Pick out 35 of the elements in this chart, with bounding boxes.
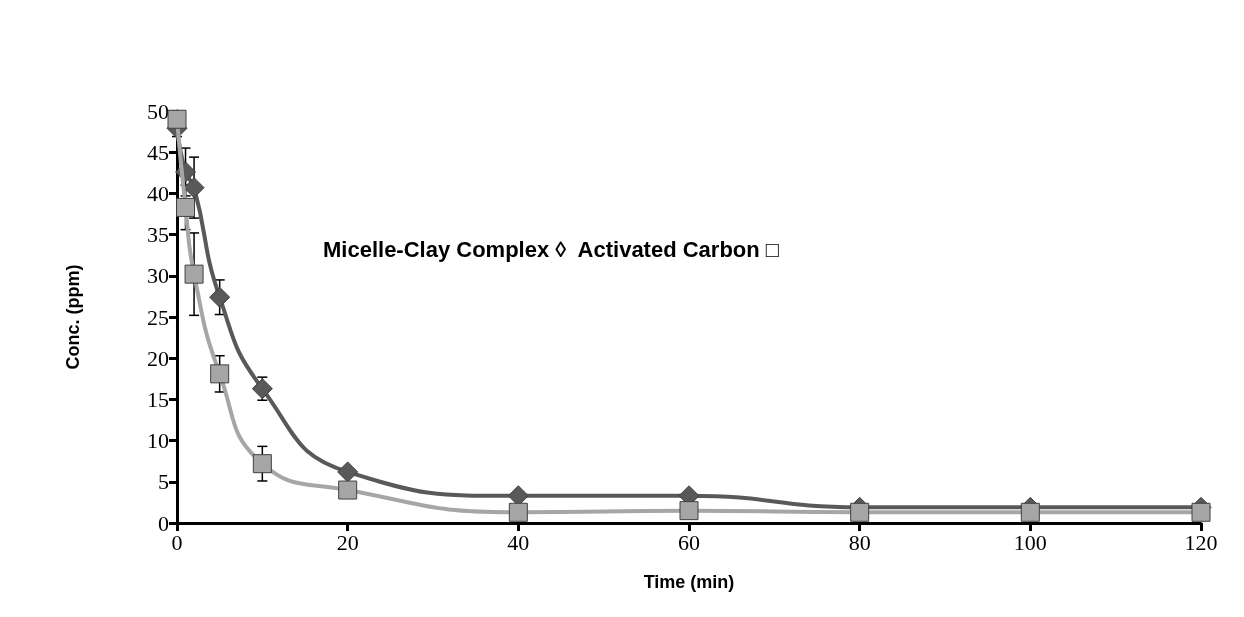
y-tick-label: 5 — [158, 469, 169, 495]
point — [184, 264, 204, 284]
point — [176, 197, 196, 217]
point — [210, 364, 230, 384]
point — [183, 177, 205, 199]
y-axis-title: Conc. (ppm) — [63, 264, 83, 370]
x-tick-label: 20 — [336, 529, 359, 555]
y-tick-label: 20 — [147, 345, 169, 371]
x-tick-label: 100 — [1013, 529, 1047, 555]
x-tick-label: 80 — [848, 529, 871, 555]
y-tick-label: 50 — [147, 98, 169, 124]
y-tick-label: 40 — [147, 180, 169, 206]
x-tick-label: 60 — [678, 529, 700, 555]
point — [337, 461, 359, 483]
point — [1020, 502, 1040, 522]
point — [850, 502, 870, 522]
x-tick-label: 120 — [1184, 529, 1218, 555]
y-tick-label: 45 — [147, 139, 169, 165]
y-tick-label: 0 — [158, 510, 169, 536]
y-tick-label: 35 — [147, 222, 169, 248]
y-tick-label: 25 — [147, 304, 169, 330]
point — [167, 109, 187, 129]
point — [1191, 502, 1211, 522]
point — [252, 454, 272, 474]
point — [508, 502, 528, 522]
x-tick-label: 40 — [507, 529, 530, 555]
x-axis-title: Time (min) — [643, 572, 735, 592]
point — [209, 286, 231, 308]
point — [251, 378, 273, 400]
y-tick-label: 10 — [147, 428, 169, 454]
y-tick-label: 15 — [147, 386, 169, 412]
point — [679, 501, 699, 521]
y-tick-label: 30 — [147, 263, 169, 289]
annotation: Micelle-Clay Complex ◊ Activated Carbon □ — [323, 236, 780, 262]
point — [338, 480, 358, 500]
